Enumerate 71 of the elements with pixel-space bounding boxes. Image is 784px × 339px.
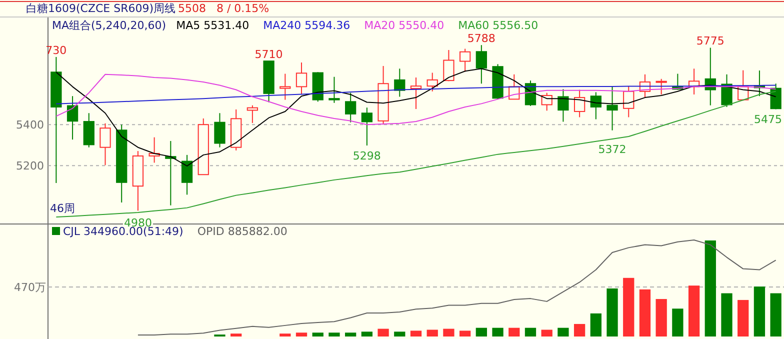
candlestick	[459, 48, 471, 72]
candlestick	[83, 112, 94, 148]
bar	[558, 328, 569, 336]
bar	[426, 330, 438, 336]
ref-line-label: 470万	[14, 281, 46, 294]
candlestick	[410, 76, 422, 110]
bar	[639, 289, 651, 336]
legend-title: MA组合(5,240,20,60)	[52, 19, 166, 32]
candlestick	[328, 76, 340, 104]
bar	[443, 328, 454, 336]
annotation: 46周	[50, 202, 75, 215]
candlestick	[181, 154, 193, 196]
candlestick	[345, 92, 356, 123]
bar	[656, 299, 667, 336]
bar	[394, 332, 406, 336]
bar	[590, 313, 602, 336]
candlestick	[656, 78, 667, 95]
candlestick	[66, 96, 78, 140]
candlestick	[476, 44, 487, 84]
bar	[672, 308, 684, 336]
candlestick	[100, 122, 111, 166]
bar	[378, 328, 389, 336]
bar	[345, 332, 356, 336]
text: MA60 5556.50	[458, 19, 538, 32]
candlestick	[590, 92, 602, 120]
candlestick	[280, 73, 291, 100]
chart-title: 白糖1609(CZCE SR609)周线	[26, 2, 176, 15]
candlestick	[214, 112, 226, 148]
bar	[770, 293, 782, 336]
candlestick	[558, 88, 569, 122]
bar	[606, 288, 618, 336]
candlestick	[394, 68, 406, 98]
bar	[508, 328, 520, 336]
bar	[296, 332, 308, 336]
text: MA5 5531.40	[176, 19, 250, 32]
candlestick	[721, 74, 732, 108]
bar	[492, 328, 504, 336]
bar	[524, 328, 536, 336]
candlestick	[361, 107, 373, 146]
bar	[459, 330, 471, 336]
chart-subtitle: 5508 8 / 0.15%	[178, 2, 270, 15]
bar	[738, 300, 749, 336]
bar	[410, 330, 422, 336]
bar	[721, 293, 732, 336]
annotation: 5475	[754, 113, 782, 126]
y-tick-label: 5200	[16, 160, 44, 173]
text: MA20 5550.40	[364, 19, 444, 32]
bar	[754, 286, 766, 336]
text: MA240 5594.36	[263, 19, 350, 32]
y-tick-label: 5400	[16, 118, 44, 132]
candlestick	[296, 62, 308, 95]
bar	[328, 332, 340, 336]
annotation: 5775	[696, 34, 724, 48]
bar	[688, 286, 700, 336]
candlestick	[574, 89, 586, 118]
bar	[623, 278, 634, 336]
bar	[541, 330, 552, 336]
bar	[361, 332, 373, 336]
candlestick	[426, 72, 438, 92]
bar	[312, 332, 324, 336]
candlestick	[606, 86, 618, 131]
candlestick	[443, 49, 454, 82]
annotation: 5298	[352, 150, 381, 163]
bar	[574, 324, 586, 336]
text: OPID 885882.00	[197, 225, 288, 238]
bar	[704, 240, 716, 336]
annotation: 5710	[254, 48, 283, 62]
annotation: 5788	[467, 32, 496, 46]
candlestick	[246, 104, 258, 124]
annotation: 5372	[598, 142, 626, 156]
bar	[476, 328, 487, 336]
